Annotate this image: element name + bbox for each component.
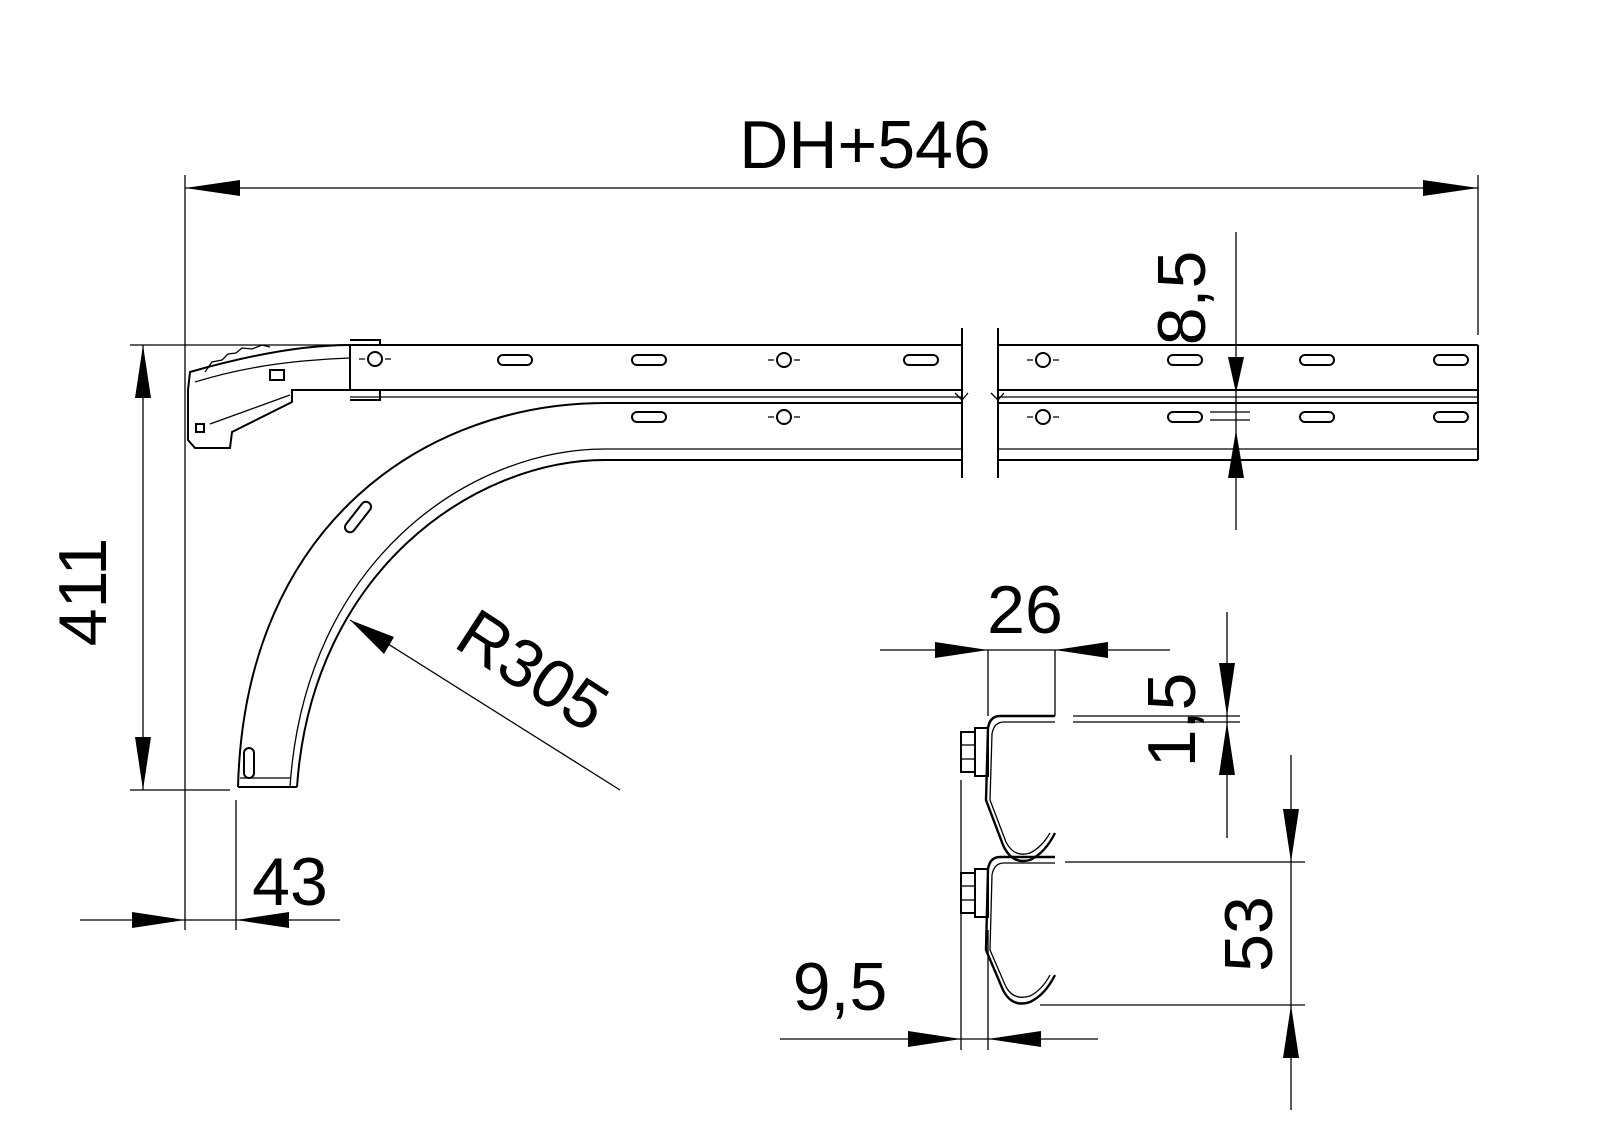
dimension-end-offset: 43 [80, 345, 340, 930]
dimension-height: 411 [45, 344, 350, 791]
bracket-thickness-label: 1,5 [1134, 673, 1210, 768]
bracket-offset-label: 9,5 [793, 949, 888, 1025]
dimension-overall-length: DH+546 [184, 107, 1479, 345]
bracket-detail [960, 714, 1057, 1005]
lower-slots [631, 409, 1469, 425]
dimension-bracket-width: 26 [880, 572, 1170, 716]
dimension-bracket-thickness: 1,5 [1073, 612, 1240, 838]
dimension-bracket-offset: 9,5 [780, 780, 1098, 1050]
radius-label: R305 [444, 595, 622, 747]
overall-length-label: DH+546 [739, 107, 990, 183]
upper-keyholes [359, 358, 1059, 361]
curved-rail [237, 402, 606, 788]
bracket-pitch-label: 53 [1211, 896, 1287, 972]
dimension-rail-gap: 8,5 [1144, 232, 1250, 530]
rail-gap-label: 8,5 [1144, 251, 1220, 346]
height-label: 411 [45, 538, 121, 646]
end-connector [187, 339, 381, 449]
straight-rail [350, 328, 1479, 478]
dimension-bracket-pitch: 53 [1040, 755, 1305, 1110]
dimension-radius: R305 [349, 595, 622, 791]
upper-slots [367, 351, 1469, 368]
end-offset-label: 43 [252, 844, 328, 920]
bracket-width-label: 26 [987, 572, 1063, 648]
